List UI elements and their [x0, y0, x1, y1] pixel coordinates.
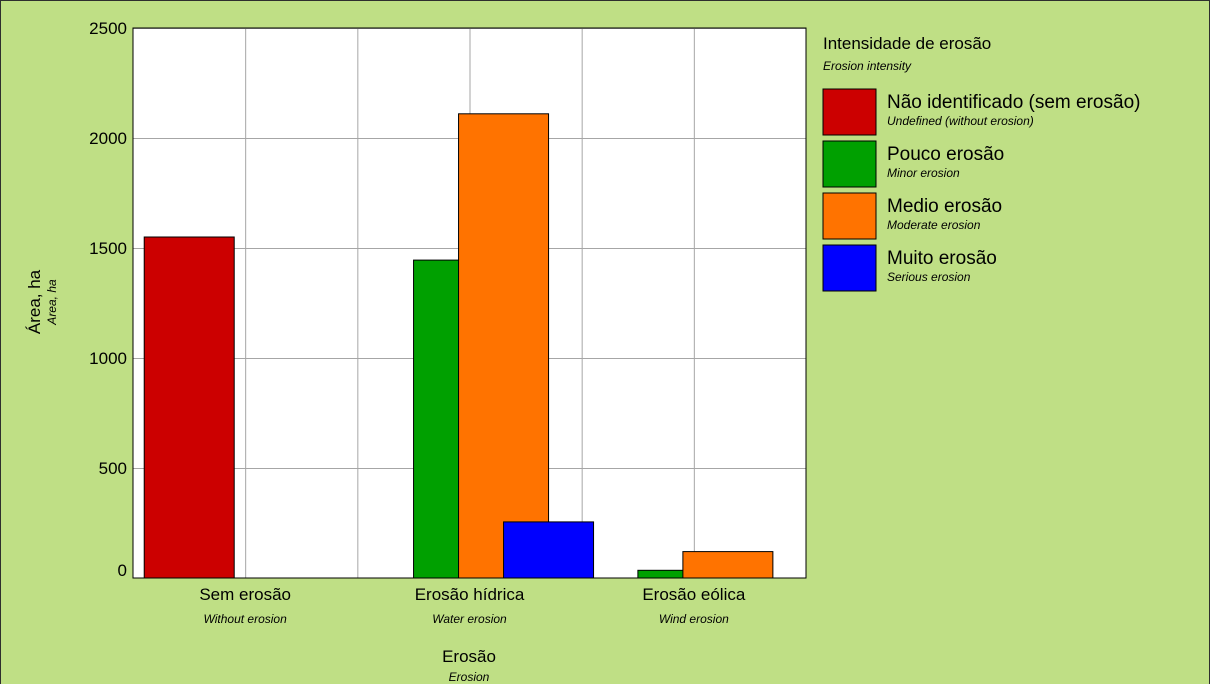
bar	[143, 236, 235, 579]
legend-label-en: Undefined (without erosion)	[887, 114, 1034, 128]
y-axis-title-en: Area, ha	[45, 279, 59, 326]
legend-title-en: Erosion intensity	[823, 59, 912, 73]
legend-label-en: Moderate erosion	[887, 218, 981, 232]
x-tick-label: Erosão eólica	[642, 585, 746, 604]
y-axis-title: Área, ha	[25, 269, 44, 334]
axes	[132, 27, 807, 579]
bar	[458, 113, 550, 579]
legend-swatch	[822, 88, 877, 136]
legend-label: Pouco erosão	[887, 144, 1004, 165]
x-axis-title: Erosão	[442, 647, 496, 666]
legend-label: Não identificado (sem erosão)	[887, 92, 1140, 113]
legend-label-en: Minor erosion	[887, 166, 960, 180]
y-tick-label: 2000	[89, 129, 127, 148]
legend-title: Intensidade de erosão	[823, 34, 991, 53]
x-tick-label-en: Wind erosion	[659, 612, 729, 626]
legend-swatch	[822, 244, 877, 292]
x-axis-title-en: Erosion	[449, 670, 490, 684]
x-tick-label: Sem erosão	[199, 585, 291, 604]
bar	[503, 521, 595, 579]
y-tick-label: 1000	[89, 349, 127, 368]
plot-frame	[132, 27, 807, 579]
legend-label-en: Serious erosion	[887, 270, 971, 284]
x-tick-label-en: Water erosion	[432, 612, 507, 626]
legend-swatch	[822, 140, 877, 188]
bar	[682, 551, 774, 579]
y-tick-label: 1500	[89, 239, 127, 258]
x-tick-label: Erosão hídrica	[415, 585, 525, 604]
y-tick-labels: 0 500 1000 1500 2000 2500	[89, 19, 127, 580]
legend-label: Medio erosão	[887, 196, 1002, 217]
legend-label: Muito erosão	[887, 248, 997, 269]
y-tick-label: 2500	[89, 19, 127, 38]
legend: Não identificado (sem erosão)Undefined (…	[822, 88, 1140, 292]
y-tick-label: 500	[99, 459, 127, 478]
legend-swatch	[822, 192, 877, 240]
bars	[143, 113, 774, 579]
x-tick-label-en: Without erosion	[204, 612, 288, 626]
x-tick-labels: Sem erosão Without erosion Erosão hídrica W…	[199, 585, 746, 626]
y-tick-label: 0	[118, 561, 127, 580]
